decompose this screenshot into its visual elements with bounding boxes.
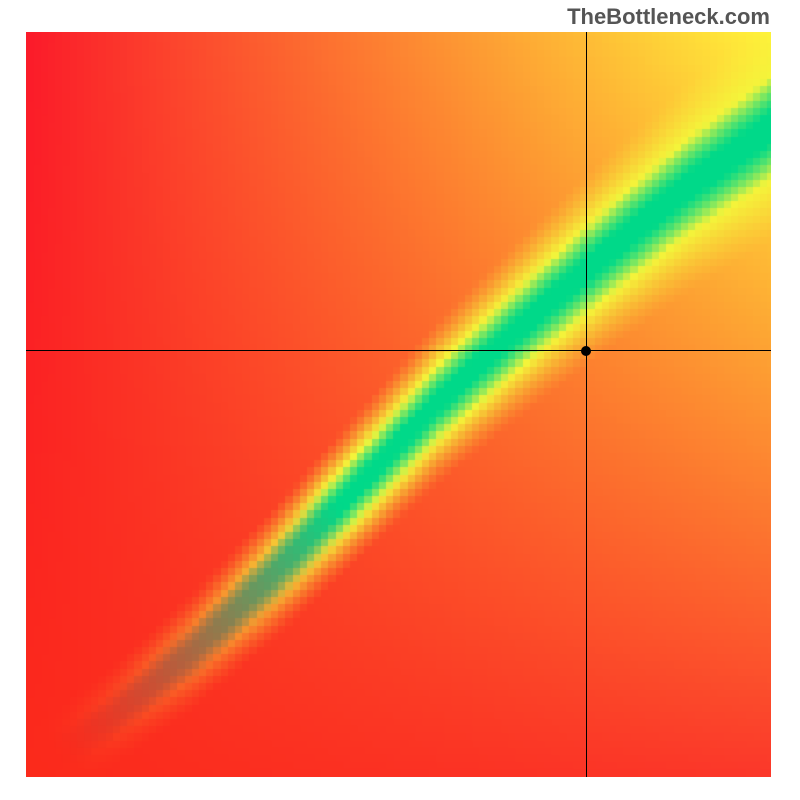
chart-container: TheBottleneck.com [0,0,800,800]
crosshair-vertical [586,32,587,777]
watermark-text: TheBottleneck.com [567,4,770,30]
crosshair-horizontal [26,350,771,351]
heatmap-canvas [26,32,771,777]
